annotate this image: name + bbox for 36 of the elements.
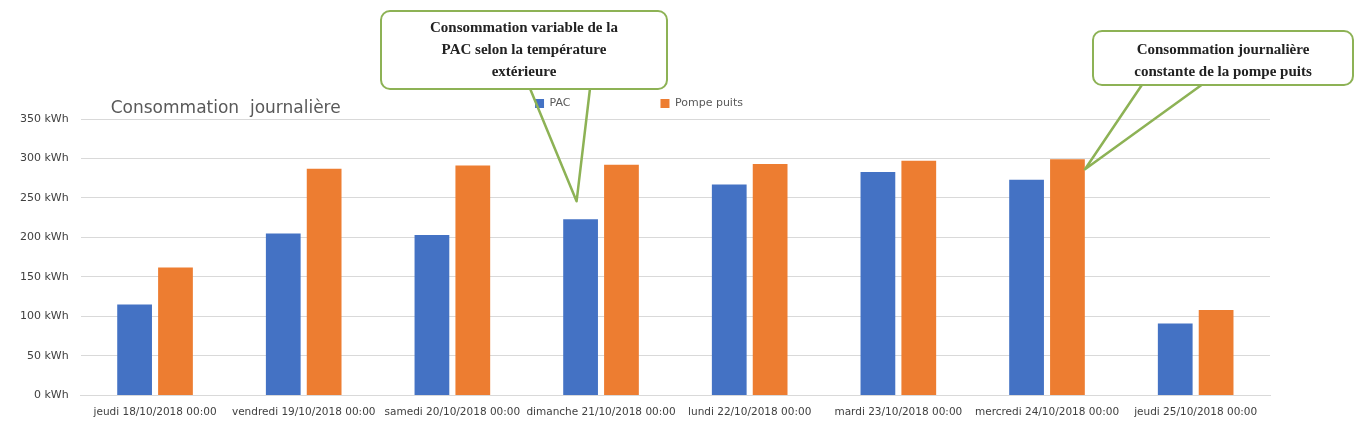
x-tick-label: jeudi 25/10/2018 00:00 xyxy=(1133,405,1258,418)
bar xyxy=(265,233,301,395)
speech-bubble: Consommation journalière constante de la pompe puits xyxy=(1082,30,1354,172)
bar xyxy=(117,304,152,395)
bar xyxy=(1009,179,1044,395)
bar xyxy=(455,165,491,395)
x-tick-label: lundi 22/10/2018 00:00 xyxy=(688,405,812,418)
bar xyxy=(711,184,747,395)
bar xyxy=(158,267,193,395)
x-tick-label: vendredi 19/10/2018 00:00 xyxy=(231,405,376,418)
y-tick-label: 250 kWh xyxy=(19,190,69,204)
x-tick-label: samedi 20/10/2018 00:00 xyxy=(384,405,521,418)
y-tick-label: 50 kWh xyxy=(26,348,69,362)
y-tick-label: 300 kWh xyxy=(19,151,69,165)
y-tick-label: 100 kWh xyxy=(19,309,69,323)
bar xyxy=(1198,310,1234,395)
bar xyxy=(1050,159,1085,395)
bar xyxy=(414,235,450,395)
bar xyxy=(604,164,639,395)
y-tick-label: 200 kWh xyxy=(19,230,69,244)
legend-label: PAC xyxy=(549,96,571,110)
bar xyxy=(860,171,896,395)
x-tick-label: dimanche 21/10/2018 00:00 xyxy=(526,405,676,418)
bar xyxy=(563,219,598,395)
bar xyxy=(1157,323,1193,395)
y-tick-label: 150 kWh xyxy=(19,269,69,283)
y-tick-label: 350 kWh xyxy=(19,111,69,125)
chart-title: Consommation journalière xyxy=(110,96,341,117)
bar xyxy=(901,160,937,395)
legend-label: Pompe puits xyxy=(674,96,744,110)
x-tick-label: mardi 23/10/2018 00:00 xyxy=(834,405,963,418)
x-tick-label: jeudi 18/10/2018 00:00 xyxy=(92,405,217,418)
x-tick-label: mercredi 24/10/2018 00:00 xyxy=(974,405,1120,418)
bar xyxy=(752,164,788,395)
y-tick-label: 0 kWh xyxy=(33,388,69,402)
bar xyxy=(306,168,342,395)
